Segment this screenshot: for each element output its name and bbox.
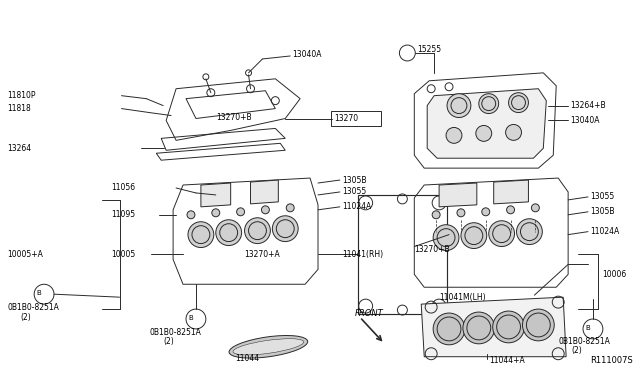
Text: 15255: 15255 <box>417 45 442 54</box>
Circle shape <box>489 221 515 247</box>
Text: 11024A: 11024A <box>590 227 620 236</box>
Text: B: B <box>586 325 590 331</box>
Circle shape <box>286 204 294 212</box>
Circle shape <box>506 125 522 140</box>
Text: 0B1B0-8251A: 0B1B0-8251A <box>7 302 60 312</box>
Text: 13264+B: 13264+B <box>570 101 605 110</box>
Text: (2): (2) <box>20 312 31 321</box>
Circle shape <box>482 208 490 216</box>
Text: 10006: 10006 <box>602 270 626 279</box>
Text: 11818: 11818 <box>7 104 31 113</box>
Polygon shape <box>201 183 230 207</box>
Circle shape <box>262 206 269 214</box>
Ellipse shape <box>229 336 308 358</box>
Circle shape <box>522 309 554 341</box>
Text: 13270: 13270 <box>334 114 358 123</box>
Polygon shape <box>250 180 278 204</box>
FancyBboxPatch shape <box>331 110 381 126</box>
Bar <box>358 195 447 314</box>
Text: 10005+A: 10005+A <box>7 250 44 259</box>
Circle shape <box>463 312 495 344</box>
Circle shape <box>461 223 487 248</box>
Text: 13040A: 13040A <box>292 51 322 60</box>
Text: 11041(RH): 11041(RH) <box>342 250 383 259</box>
Circle shape <box>476 125 492 141</box>
Text: (2): (2) <box>163 337 174 346</box>
Circle shape <box>479 94 499 113</box>
Text: B: B <box>36 290 42 296</box>
Text: 10005: 10005 <box>111 250 136 259</box>
Text: 11056: 11056 <box>111 183 136 192</box>
Text: (2): (2) <box>571 346 582 355</box>
Text: 13055: 13055 <box>342 187 366 196</box>
Polygon shape <box>421 297 566 357</box>
Circle shape <box>509 93 529 113</box>
Circle shape <box>433 225 459 250</box>
Text: B: B <box>189 315 193 321</box>
Text: FRONT: FRONT <box>355 308 383 318</box>
Text: 13270+B: 13270+B <box>414 245 450 254</box>
Text: 13040A: 13040A <box>570 116 600 125</box>
Text: 11041M(LH): 11041M(LH) <box>439 293 486 302</box>
Text: R111007S: R111007S <box>590 356 633 365</box>
Text: 11024A: 11024A <box>342 202 371 211</box>
Text: 13270+B: 13270+B <box>216 113 252 122</box>
Polygon shape <box>439 183 477 207</box>
Ellipse shape <box>233 339 304 355</box>
Text: 13055: 13055 <box>590 192 614 201</box>
Circle shape <box>216 220 241 246</box>
Circle shape <box>447 94 471 118</box>
Text: 1305B: 1305B <box>590 207 614 216</box>
Text: 13270+A: 13270+A <box>244 250 280 259</box>
Text: 11044+A: 11044+A <box>489 356 525 365</box>
Circle shape <box>237 208 244 216</box>
Circle shape <box>187 211 195 219</box>
Circle shape <box>516 219 542 244</box>
Circle shape <box>273 216 298 241</box>
Circle shape <box>433 313 465 345</box>
Text: 13264: 13264 <box>7 144 31 153</box>
Polygon shape <box>493 180 529 204</box>
Text: 0B1B0-8251A: 0B1B0-8251A <box>558 337 610 346</box>
Circle shape <box>493 311 524 343</box>
Circle shape <box>244 218 270 244</box>
Circle shape <box>507 206 515 214</box>
Text: 0B1B0-8251A: 0B1B0-8251A <box>149 328 201 337</box>
Text: 11095: 11095 <box>111 210 136 219</box>
Circle shape <box>457 209 465 217</box>
Circle shape <box>432 211 440 219</box>
Circle shape <box>531 204 540 212</box>
Text: 11044: 11044 <box>236 354 260 363</box>
Text: 11810P: 11810P <box>7 91 36 100</box>
Circle shape <box>188 222 214 247</box>
Text: 1305B: 1305B <box>342 176 366 185</box>
Polygon shape <box>427 89 547 158</box>
Circle shape <box>212 209 220 217</box>
Circle shape <box>446 128 462 143</box>
